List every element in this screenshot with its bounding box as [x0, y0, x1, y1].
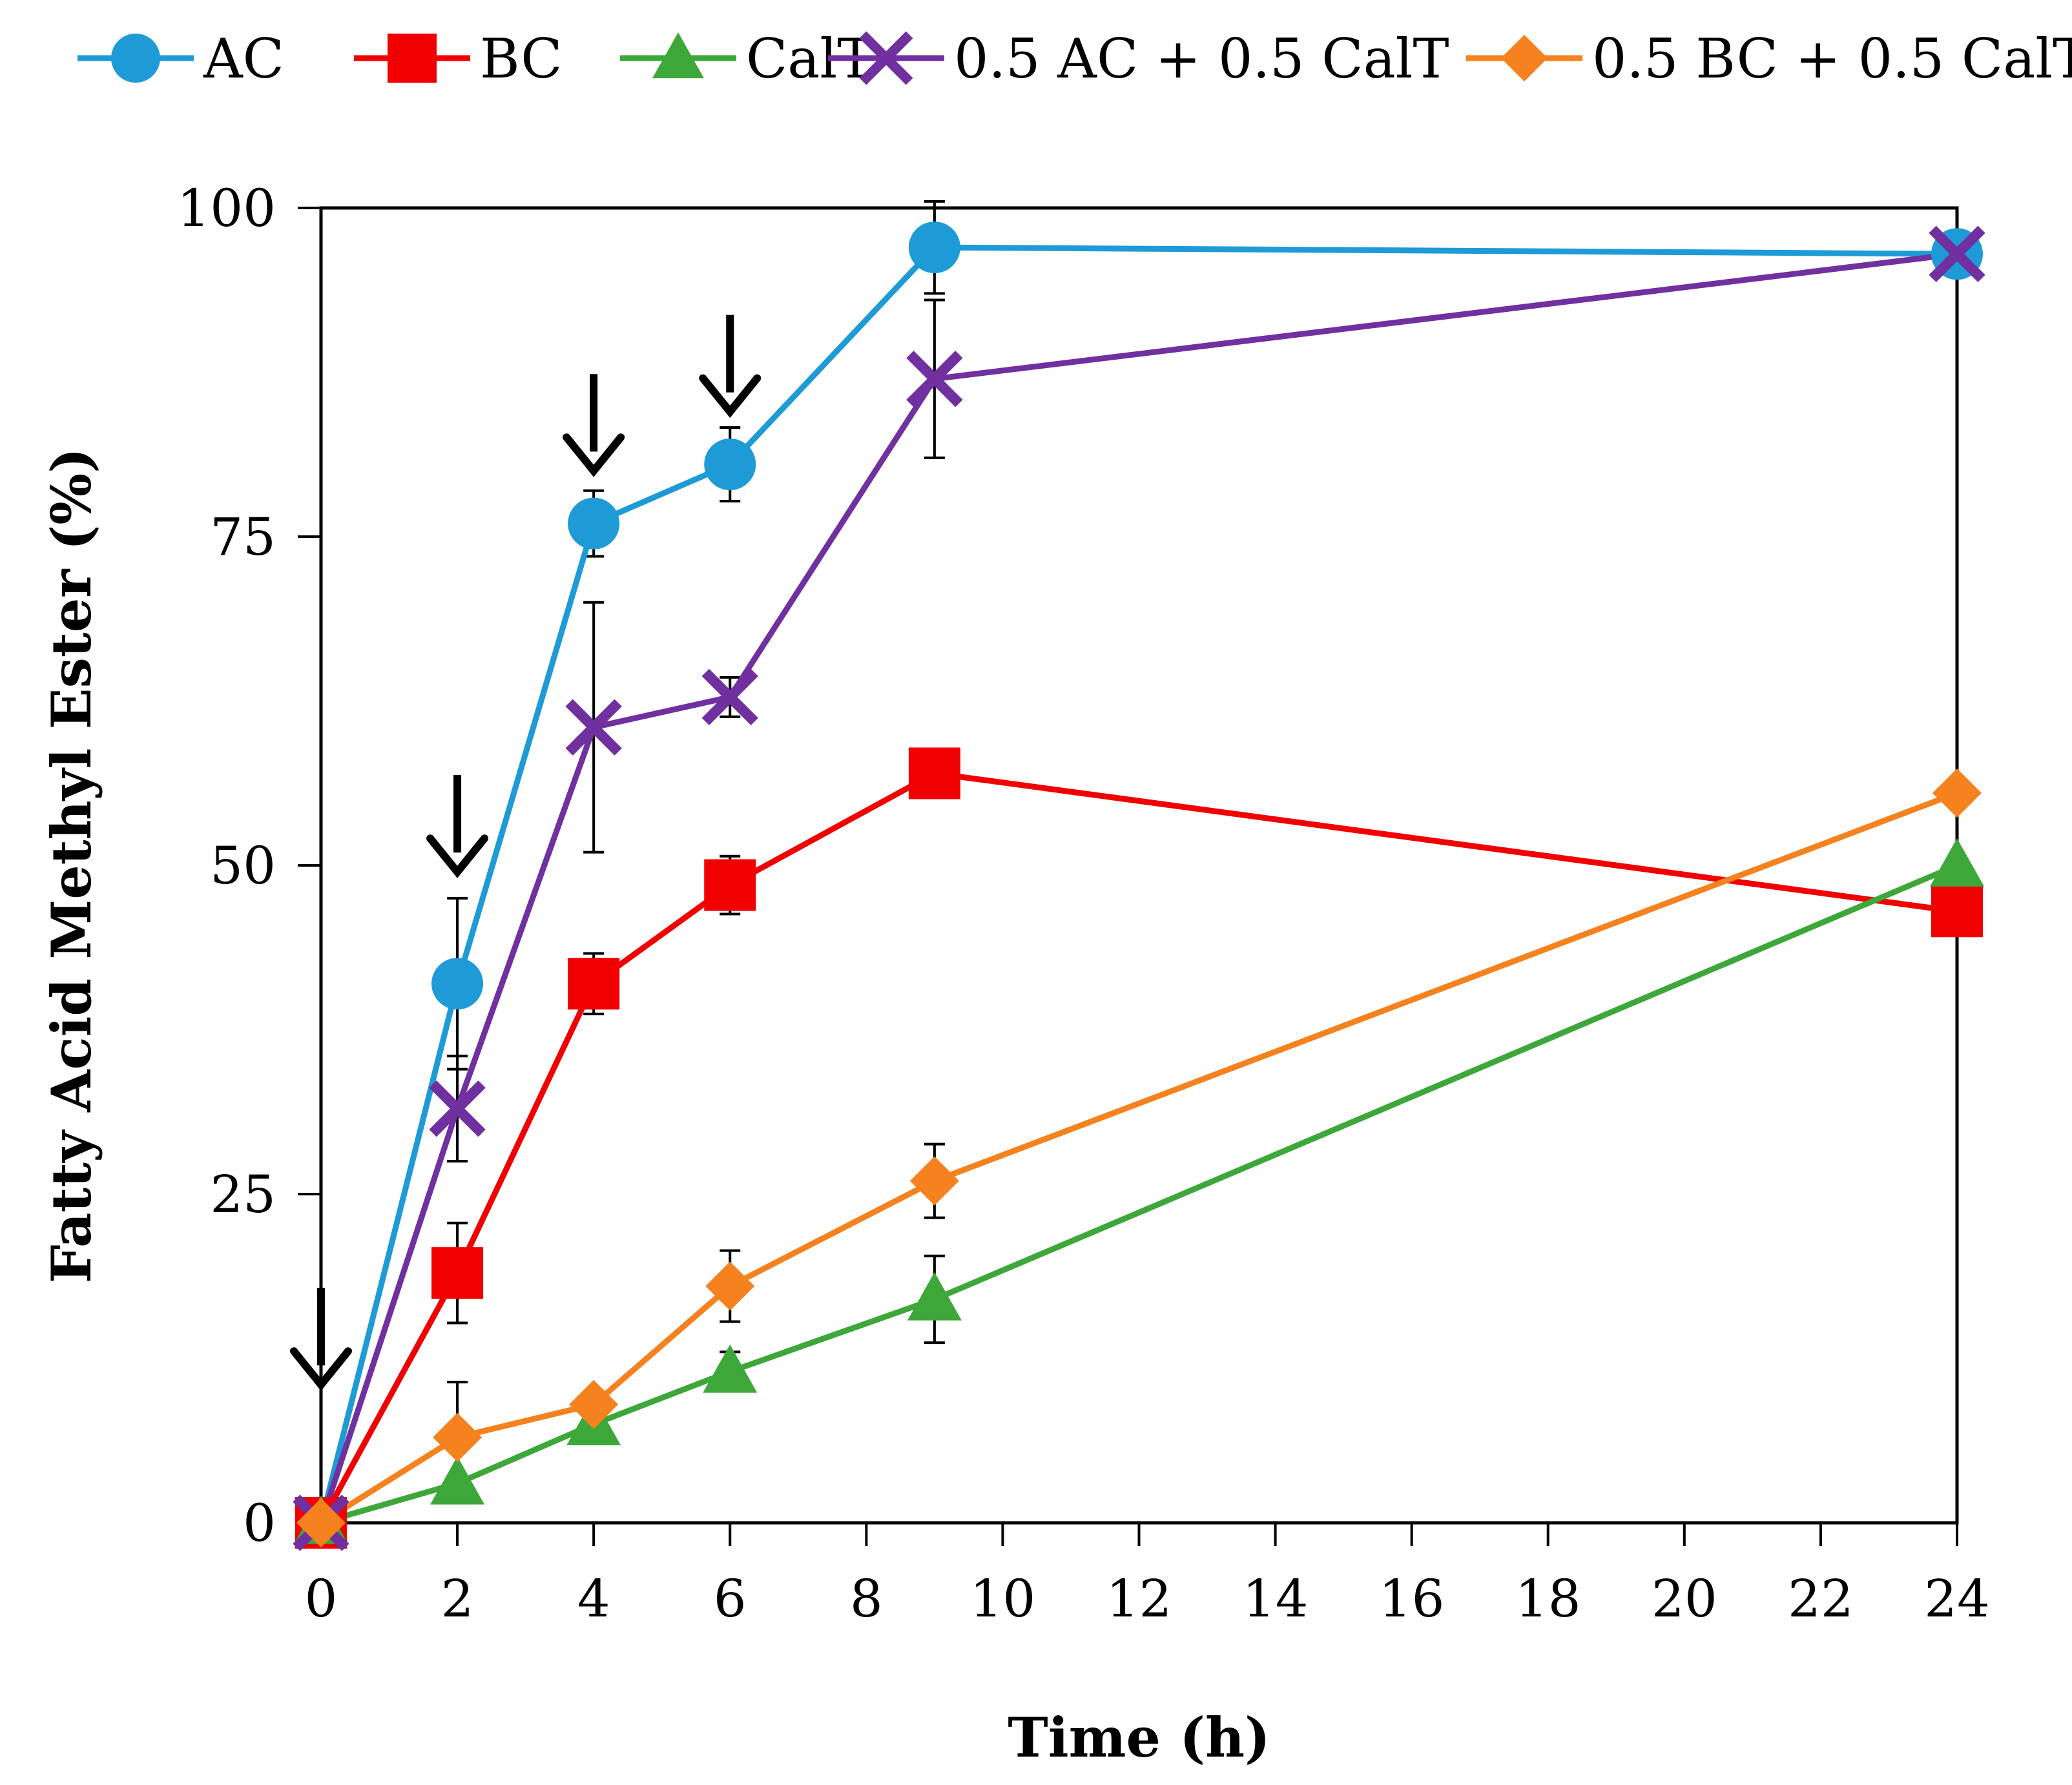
- x-axis: 0 2 4 6 8 10 12 14 16 18 20 22 24: [305, 1523, 1990, 1629]
- y-tick-label: 75: [210, 507, 276, 567]
- down-arrow-icon: [290, 1288, 352, 1391]
- y-axis-title: Fatty Acid Methyl Ester (%): [39, 448, 103, 1283]
- x-tick-label: 14: [1243, 1569, 1309, 1629]
- series-markers: [293, 222, 1985, 1551]
- data-point-0-5-bc-0-5-calt: [909, 1156, 959, 1206]
- data-point-0-5-ac-0-5-calt: [429, 1080, 486, 1137]
- plot-frame: [319, 206, 1959, 1525]
- series-lines: [318, 244, 1958, 1526]
- legend-marker: [111, 34, 160, 83]
- down-arrow-icon: [426, 775, 489, 878]
- error-bars: [447, 200, 945, 1494]
- series-line-bc: [318, 770, 1958, 1525]
- legend-item-bc: BC: [354, 27, 563, 90]
- x-tick-label: 24: [1924, 1569, 1990, 1629]
- data-point-ac: [908, 222, 960, 274]
- data-point-0-5-bc-0-5-calt: [569, 1379, 619, 1429]
- series-line-0-5-bc-0-5-calt: [319, 790, 1958, 1525]
- y-tick-label: 100: [177, 178, 276, 238]
- x-tick-label: 10: [970, 1569, 1036, 1629]
- legend-marker: [388, 34, 437, 83]
- data-point-bc: [568, 958, 620, 1010]
- y-tick-label: 25: [210, 1164, 276, 1224]
- legend-marker: [1500, 34, 1548, 82]
- data-point-0-5-ac-0-5-calt: [1929, 225, 1985, 282]
- data-point-calt: [430, 1456, 485, 1505]
- series-line-0-5-ac-0-5-calt: [318, 251, 1958, 1524]
- legend-marker: [652, 32, 704, 79]
- x-axis-title: Time (h): [1008, 1706, 1270, 1770]
- x-tick-label: 18: [1515, 1569, 1581, 1629]
- data-point-calt: [1930, 838, 1984, 887]
- x-tick-label: 8: [850, 1569, 883, 1629]
- x-tick-label: 4: [577, 1569, 610, 1629]
- legend-label: AC: [203, 27, 284, 90]
- plot-area: [319, 206, 1959, 1525]
- data-point-bc: [704, 859, 756, 911]
- legend-item-0-5-ac-0-5-calt: 0.5 AC + 0.5 CalT: [828, 27, 1449, 90]
- data-point-0-5-ac-0-5-calt: [565, 699, 622, 756]
- data-point-ac: [568, 497, 620, 550]
- x-tick-label: 12: [1106, 1569, 1172, 1629]
- series-line-ac: [318, 244, 1958, 1524]
- y-axis: 0 25 50 75 100: [177, 178, 321, 1553]
- x-tick-label: 2: [441, 1569, 474, 1629]
- data-point-ac: [704, 439, 756, 491]
- data-point-calt: [703, 1344, 758, 1393]
- data-point-bc: [1931, 885, 1983, 938]
- data-point-0-5-bc-0-5-calt: [705, 1261, 755, 1311]
- y-tick-label: 50: [210, 836, 276, 896]
- data-point-0-5-bc-0-5-calt: [433, 1412, 482, 1462]
- down-arrow-icon: [699, 315, 761, 418]
- x-tick-label: 20: [1652, 1569, 1717, 1629]
- x-tick-label: 6: [714, 1569, 747, 1629]
- data-point-ac: [431, 958, 484, 1010]
- down-arrow-icon: [563, 374, 625, 477]
- data-point-0-5-bc-0-5-calt: [1932, 769, 1982, 818]
- data-point-0-5-ac-0-5-calt: [701, 668, 758, 726]
- data-point-0-5-bc-0-5-calt: [296, 1498, 346, 1547]
- legend-label: 0.5 BC + 0.5 CalT: [1592, 27, 2072, 90]
- legend-item-0-5-bc-0-5-calt: 0.5 BC + 0.5 CalT: [1466, 27, 2072, 90]
- legend-label: 0.5 AC + 0.5 CalT: [954, 27, 1449, 90]
- y-tick-label: 0: [243, 1493, 276, 1553]
- legend-label: BC: [480, 27, 563, 90]
- legend: AC BC CalT 0.5 AC + 0.5 CalT 0.5 BC + 0.5 Ca…: [78, 27, 2072, 90]
- legend-marker: [859, 31, 913, 85]
- x-tick-label: 16: [1379, 1569, 1445, 1629]
- data-point-bc: [908, 747, 960, 800]
- x-tick-label: 0: [305, 1569, 338, 1629]
- x-tick-label: 22: [1788, 1569, 1854, 1629]
- data-point-bc: [431, 1247, 484, 1299]
- data-point-calt: [907, 1272, 962, 1321]
- legend-item-ac: AC: [78, 27, 284, 90]
- data-point-0-5-ac-0-5-calt: [906, 351, 963, 408]
- annotation-arrows: [290, 315, 761, 1391]
- series-line-calt: [320, 862, 1958, 1526]
